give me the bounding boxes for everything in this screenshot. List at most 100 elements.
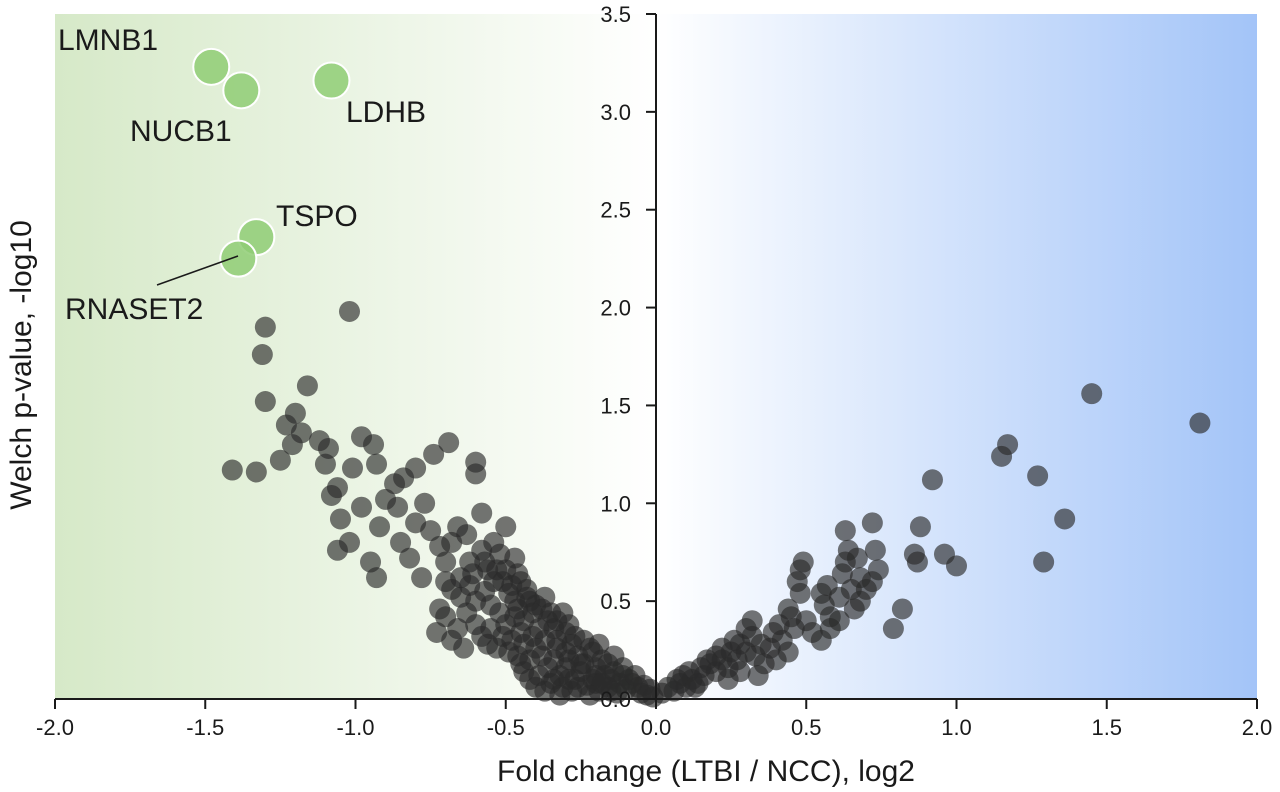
gene-label-ldhb: LDHB bbox=[346, 96, 426, 129]
gene-labels: LMNB1 NUCB1 LDHB TSPO RNASET2 bbox=[58, 24, 426, 326]
data-point bbox=[411, 567, 433, 589]
y-tick-label: 0.0 bbox=[600, 687, 631, 712]
data-point bbox=[423, 443, 445, 465]
data-point bbox=[435, 551, 457, 573]
data-point bbox=[269, 449, 291, 471]
data-point bbox=[777, 641, 799, 663]
data-point bbox=[471, 502, 493, 524]
highlighted-point-nucb1 bbox=[222, 71, 261, 110]
x-tick-label: -1.5 bbox=[186, 715, 224, 740]
data-point bbox=[882, 618, 904, 640]
x-tick-label: -1.0 bbox=[337, 715, 375, 740]
data-point bbox=[414, 492, 436, 514]
x-tick-label: -2.0 bbox=[36, 715, 74, 740]
data-point bbox=[405, 457, 427, 479]
data-point bbox=[946, 555, 967, 577]
y-tick-label: 0.5 bbox=[600, 589, 631, 614]
x-tick-label: 1.0 bbox=[941, 715, 972, 740]
data-point bbox=[843, 598, 865, 620]
data-point bbox=[438, 432, 460, 454]
data-point bbox=[666, 668, 688, 690]
data-point bbox=[558, 668, 580, 690]
data-point bbox=[329, 508, 351, 530]
data-point bbox=[1081, 383, 1103, 405]
data-point bbox=[840, 578, 862, 600]
data-point bbox=[747, 665, 769, 687]
data-point bbox=[338, 300, 360, 322]
data-point bbox=[314, 453, 336, 475]
data-point bbox=[861, 512, 883, 534]
data-point bbox=[245, 461, 267, 483]
rnaset2-leader-line bbox=[156, 255, 239, 286]
data-point bbox=[296, 375, 318, 397]
y-tick-label: 2.5 bbox=[600, 198, 631, 223]
data-point bbox=[507, 563, 529, 585]
y-tick-label: 3.0 bbox=[600, 100, 631, 125]
data-point bbox=[363, 434, 385, 456]
data-point bbox=[495, 516, 517, 538]
data-point bbox=[777, 598, 799, 620]
data-point bbox=[251, 344, 273, 366]
y-tick-label: 3.5 bbox=[600, 2, 631, 27]
data-point bbox=[341, 457, 363, 479]
highlighted-point-ldhb bbox=[312, 61, 351, 100]
x-tick-label: -0.5 bbox=[487, 715, 525, 740]
highlighted-point-rnaset2 bbox=[219, 239, 258, 278]
gene-label-lmnb1: LMNB1 bbox=[58, 24, 158, 57]
data-point bbox=[221, 459, 243, 481]
gene-label-tspo: TSPO bbox=[276, 200, 358, 233]
data-point bbox=[997, 434, 1019, 456]
data-point bbox=[741, 610, 763, 632]
x-tick-label: 1.5 bbox=[1091, 715, 1122, 740]
data-point bbox=[366, 567, 388, 589]
data-point bbox=[465, 614, 487, 636]
data-point bbox=[909, 516, 931, 538]
data-points bbox=[221, 300, 1211, 708]
y-tick-label: 1.0 bbox=[600, 491, 631, 516]
data-point bbox=[366, 453, 388, 475]
gene-label-nucb1: NUCB1 bbox=[130, 115, 232, 148]
data-point bbox=[504, 547, 526, 569]
data-point bbox=[387, 496, 409, 518]
highlighted-genes bbox=[192, 47, 351, 278]
data-point bbox=[1033, 551, 1055, 573]
data-point bbox=[633, 674, 655, 696]
data-point bbox=[254, 316, 276, 338]
data-point bbox=[320, 484, 342, 506]
tick-marks: -2.0 -1.5 -1.0 -0.5 0.0 0.5 1.0 1.5 2.0 0.0 0.5 1.0… bbox=[36, 2, 1272, 740]
data-point bbox=[453, 637, 475, 659]
data-point bbox=[810, 629, 832, 651]
y-axis-title: Welch p-value, -log10 bbox=[5, 220, 38, 510]
y-tick-label: 2.0 bbox=[600, 296, 631, 321]
data-point bbox=[834, 520, 856, 542]
data-point bbox=[861, 571, 883, 593]
data-point bbox=[435, 571, 457, 593]
data-point bbox=[317, 437, 339, 459]
data-point bbox=[351, 496, 373, 518]
data-point bbox=[1054, 508, 1076, 530]
data-point bbox=[891, 598, 913, 620]
data-point bbox=[435, 606, 457, 628]
data-point bbox=[465, 463, 487, 485]
data-point bbox=[326, 539, 348, 561]
x-tick-label: 2.0 bbox=[1242, 715, 1273, 740]
data-point bbox=[729, 661, 751, 683]
data-point bbox=[399, 547, 421, 569]
data-point bbox=[864, 539, 886, 561]
data-point bbox=[390, 531, 412, 553]
data-point bbox=[1189, 412, 1211, 434]
data-point bbox=[846, 547, 868, 569]
data-point bbox=[792, 551, 814, 573]
data-point bbox=[906, 551, 928, 573]
data-point bbox=[369, 516, 391, 538]
data-point bbox=[549, 684, 571, 706]
data-point bbox=[600, 680, 622, 702]
highlighted-point-lmnb1 bbox=[192, 47, 231, 86]
data-point bbox=[254, 391, 276, 413]
data-point bbox=[1027, 465, 1049, 487]
x-axis-title: Fold change (LTBI / NCC), log2 bbox=[497, 755, 915, 788]
data-point bbox=[281, 434, 303, 456]
data-point bbox=[921, 469, 943, 491]
data-point bbox=[762, 621, 784, 643]
